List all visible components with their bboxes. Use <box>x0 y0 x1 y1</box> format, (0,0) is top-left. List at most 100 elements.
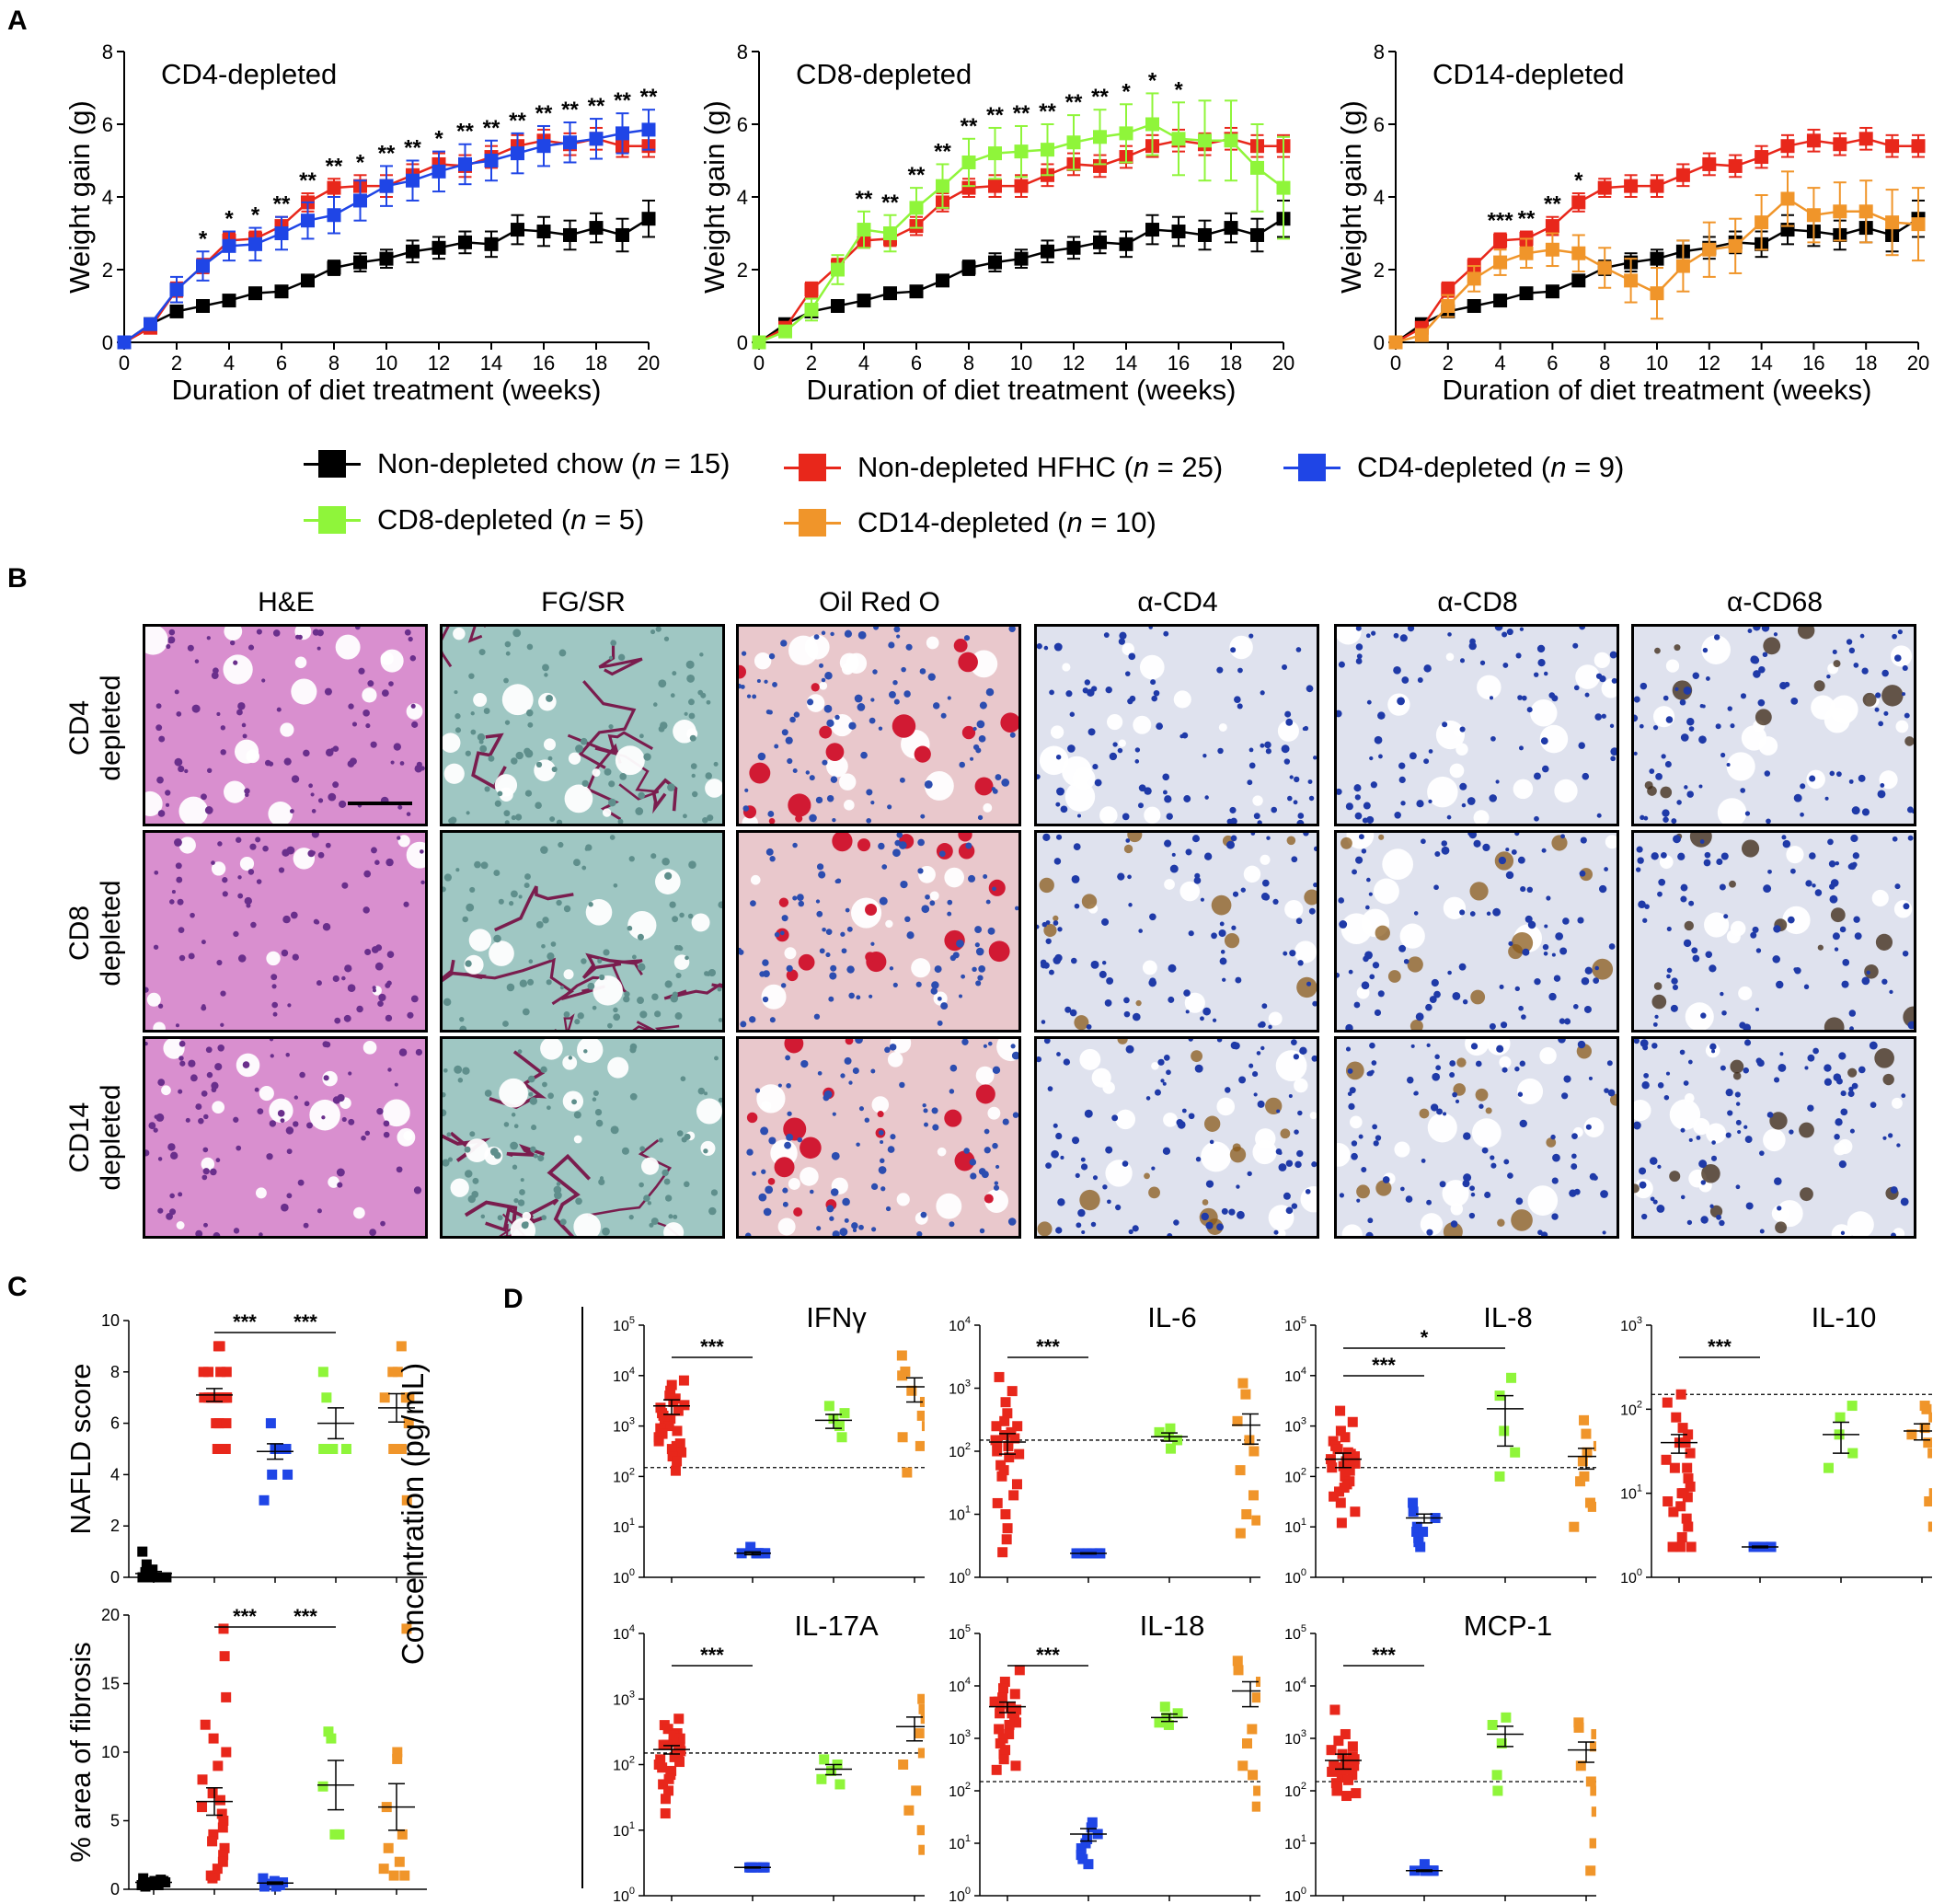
histology-image <box>443 627 722 824</box>
lipid-vacuole <box>819 681 828 690</box>
nucleus <box>688 860 696 869</box>
nucleus <box>1649 768 1655 774</box>
data-point-cd8 <box>1487 1719 1498 1730</box>
stained-cell <box>1148 1186 1160 1199</box>
lipid-vacuole <box>838 773 857 790</box>
nucleus <box>1202 754 1207 758</box>
lipid-droplet <box>865 952 876 963</box>
nucleus <box>1661 754 1666 759</box>
nucleus <box>1804 1066 1809 1070</box>
nucleus <box>609 835 616 840</box>
nucleus <box>1128 903 1133 907</box>
nucleus <box>1829 894 1838 904</box>
nucleus <box>510 1141 519 1150</box>
lipid-vacuole <box>1831 1224 1852 1236</box>
nucleus <box>563 905 571 913</box>
nucleus <box>1902 664 1908 672</box>
data-point-hfhc <box>1683 1429 1694 1440</box>
data-point-cd14 <box>1675 259 1690 273</box>
nucleus <box>1835 771 1842 778</box>
nucleus <box>643 1194 650 1202</box>
lipid-vacuole <box>1179 881 1201 902</box>
nucleus <box>489 1148 499 1156</box>
nucleus <box>385 982 391 988</box>
nucleus <box>704 1091 708 1096</box>
x-tick-label: 10 <box>375 352 397 375</box>
nucleus <box>1848 1010 1857 1017</box>
nucleus <box>1720 752 1726 758</box>
nucleus <box>1740 788 1746 793</box>
nucleus <box>1349 1087 1356 1094</box>
histology-tile-cd14-he <box>143 1036 428 1239</box>
nucleus <box>244 788 250 794</box>
nucleus <box>684 1133 691 1140</box>
lipid-vacuole <box>1891 1097 1903 1109</box>
nucleus <box>949 1221 955 1228</box>
lipid-droplet <box>984 1194 994 1204</box>
nucleus <box>1838 1160 1847 1169</box>
nucleus <box>1077 1208 1086 1217</box>
nucleus <box>922 1102 926 1108</box>
data-point-cd8 <box>326 1733 337 1744</box>
data-point-hfhc <box>1342 1759 1353 1770</box>
x-tick-label: 18 <box>1220 352 1242 375</box>
nucleus <box>896 634 901 639</box>
nucleus <box>1257 1100 1265 1108</box>
nucleus <box>931 1107 938 1114</box>
data-point-hfhc <box>1326 1745 1337 1756</box>
nucleus <box>1434 1054 1440 1060</box>
nucleus <box>201 1174 208 1181</box>
nucleus <box>203 1222 208 1228</box>
nucleus <box>1429 996 1437 1003</box>
nucleus <box>1584 692 1590 698</box>
nucleus <box>1720 852 1729 860</box>
nucleus <box>845 907 850 913</box>
lipid-vacuole <box>1477 675 1502 700</box>
nucleus <box>762 959 769 966</box>
histology-image <box>1037 1039 1317 1236</box>
legend-swatch-hfhc <box>784 454 841 481</box>
significance-label: *** <box>1488 209 1514 234</box>
nucleus <box>1551 1213 1559 1220</box>
nucleus <box>493 870 501 877</box>
nucleus <box>761 1169 766 1174</box>
lipid-vacuole <box>1806 769 1825 790</box>
nucleus <box>178 1089 183 1094</box>
nucleus <box>1041 1020 1046 1024</box>
data-point-hfhc <box>1327 1766 1338 1777</box>
lipid-vacuole <box>602 808 612 817</box>
nucleus <box>1725 1089 1733 1097</box>
data-point-cd8 <box>1510 1447 1521 1458</box>
data-point-hfhc <box>999 1415 1010 1426</box>
nucleus <box>494 800 501 807</box>
nucleus <box>749 1016 756 1023</box>
nucleus <box>1663 816 1669 823</box>
nucleus <box>952 952 960 959</box>
nucleus <box>683 814 687 819</box>
data-point-cd8 <box>1159 1702 1170 1713</box>
nucleus <box>1293 1054 1300 1060</box>
nucleus <box>283 757 292 766</box>
nucleus <box>1176 1119 1184 1126</box>
nucleus <box>1459 726 1466 733</box>
lipid-vacuole <box>1309 1112 1317 1120</box>
lipid-vacuole <box>1427 776 1458 808</box>
nucleus <box>1607 1089 1616 1097</box>
data-point-chow <box>406 244 420 259</box>
nucleus <box>916 1230 923 1236</box>
histology-tile-cd8-cd8 <box>1334 830 1619 1033</box>
nucleus <box>311 850 316 855</box>
nucleus <box>465 750 472 756</box>
nucleus <box>1090 1221 1097 1228</box>
data-point-cd4 <box>1077 1853 1088 1864</box>
data-point-cd14 <box>921 1421 925 1432</box>
data-point-hfhc <box>218 1816 229 1826</box>
lipid-vacuole <box>309 1099 340 1131</box>
nucleus <box>194 659 200 664</box>
nucleus <box>1037 1056 1042 1063</box>
stained-cell <box>1443 1222 1463 1236</box>
nucleus <box>1261 1003 1268 1010</box>
nucleus <box>1553 975 1561 982</box>
data-point-cd4 <box>1076 1843 1087 1854</box>
